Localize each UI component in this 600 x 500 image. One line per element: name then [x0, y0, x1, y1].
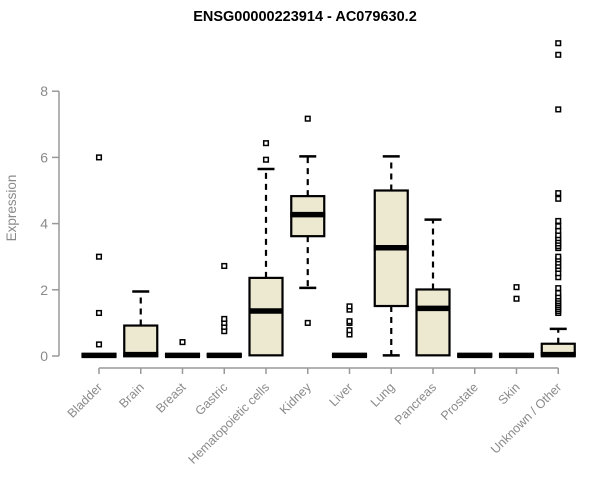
box-hematopoietic-cells	[248, 276, 284, 357]
outlier-point	[346, 303, 353, 310]
outlier-point	[304, 115, 311, 122]
x-category-label: Skin	[496, 380, 523, 407]
outlier-point	[95, 309, 103, 317]
outlier-point	[346, 327, 353, 334]
outlier-point	[555, 285, 562, 292]
outlier-point	[555, 253, 562, 260]
outlier-point	[555, 51, 562, 58]
x-category-label: Unknown / Other	[488, 380, 564, 456]
box-brain	[123, 324, 159, 358]
y-tick-label: 8	[40, 83, 48, 99]
outlier-point	[555, 190, 562, 197]
outlier-point	[555, 40, 562, 47]
outlier-point	[95, 154, 103, 161]
x-category-label: Bladder	[65, 380, 105, 420]
y-tick-label: 0	[40, 348, 48, 364]
outlier-point	[555, 195, 562, 202]
x-category-label: Kidney	[277, 380, 314, 417]
x-category-label: Brain	[116, 380, 147, 411]
outlier-point	[262, 156, 270, 163]
outlier-point	[221, 315, 228, 322]
x-category-label: Liver	[327, 380, 356, 409]
outlier-point	[513, 295, 520, 302]
outlier-point	[95, 341, 103, 348]
box-pancreas	[415, 288, 451, 357]
x-category-label: Lung	[368, 380, 398, 410]
chart-title: ENSG00000223914 - AC079630.2	[193, 9, 417, 25]
x-category-label: Pancreas	[392, 380, 439, 427]
outlier-point	[555, 217, 562, 225]
x-category-label: Gastric	[192, 380, 230, 418]
outlier-point	[346, 318, 353, 325]
x-category-label: Breast	[153, 380, 189, 416]
plot-layer: 0 2 4 6 8 Bladder Brain Breast GastricHematopoie…	[40, 40, 576, 467]
outlier-point	[513, 284, 520, 291]
outlier-point	[95, 253, 103, 260]
y-tick-label: 6	[40, 149, 48, 165]
y-axis-label: Expression	[4, 175, 19, 242]
outlier-point	[179, 339, 186, 346]
y-tick-label: 4	[40, 216, 48, 232]
outlier-point	[555, 290, 562, 297]
outlier-point	[304, 319, 311, 326]
outlier-point	[221, 262, 228, 270]
outlier-point	[262, 140, 270, 147]
x-category-label: Prostate	[438, 380, 481, 423]
y-tick-label: 2	[40, 282, 48, 298]
outlier-point	[555, 106, 562, 113]
outlier-point	[555, 223, 562, 230]
x-category-label: Hematopoietic cells	[186, 380, 273, 467]
